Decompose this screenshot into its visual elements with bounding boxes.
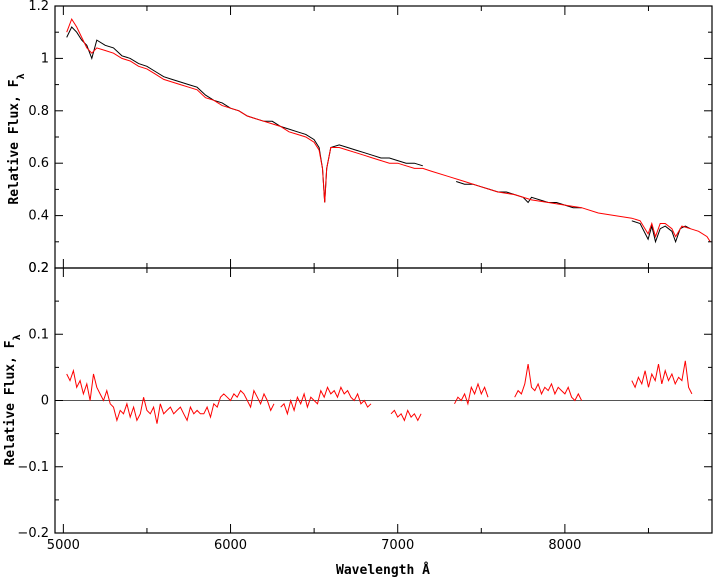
top-panel: 0.2 0.4 0.6 0.8 1 1.2 Relative Flux, Fλ <box>7 0 713 276</box>
top-y-tick-label: 0.4 <box>28 209 49 224</box>
top-y-tick-label: 0.2 <box>28 261 49 276</box>
bottom-plot-frame <box>54 267 713 534</box>
top-series-line-1 <box>456 181 582 209</box>
top-ticks-group: 0.2 0.4 0.6 0.8 1 1.2 <box>28 0 712 276</box>
bottom-panel: −0.2 −0.1 0 0.1 0.2 5000 6000 7000 8000 Relative… <box>3 261 713 578</box>
x-tick-label: 5000 <box>47 538 80 553</box>
x-axis-title: Wavelength Å <box>336 562 430 578</box>
bottom-series-line-5 <box>631 360 693 395</box>
top-y-tick-label: 1 <box>41 51 49 66</box>
top-y-axis-title: Relative Flux, Fλ <box>7 73 27 204</box>
bottom-series-group <box>66 360 693 424</box>
bottom-series-line-4 <box>514 364 583 402</box>
top-y-tick-label: 1.2 <box>28 0 49 14</box>
x-tick-label: 6000 <box>214 538 247 553</box>
bottom-series-line-3 <box>454 382 489 406</box>
top-plot-frame <box>54 5 713 269</box>
bottom-y-tick-label: −0.1 <box>17 460 49 475</box>
bottom-series-line-2 <box>390 409 422 422</box>
bottom-y-tick-label: 0 <box>41 394 49 409</box>
top-y-tick-label: 0.6 <box>28 156 49 171</box>
bottom-ticks-group: −0.2 −0.1 0 0.1 0.2 5000 6000 7000 8000 <box>17 261 712 553</box>
bottom-y-tick-label: 0.2 <box>28 261 49 276</box>
top-series-group <box>66 17 711 244</box>
bottom-y-tick-label: 0.1 <box>28 327 49 342</box>
bottom-y-tick-label: −0.2 <box>17 526 49 541</box>
bottom-y-axis-title: Relative Flux, Fλ <box>3 334 23 465</box>
top-y-tick-label: 0.8 <box>28 104 49 119</box>
top-series-line-3 <box>66 17 711 243</box>
x-tick-label: 7000 <box>381 538 414 553</box>
bottom-series-line-1 <box>280 385 372 416</box>
x-tick-label: 8000 <box>548 538 581 553</box>
bottom-series-line-0 <box>66 368 275 424</box>
